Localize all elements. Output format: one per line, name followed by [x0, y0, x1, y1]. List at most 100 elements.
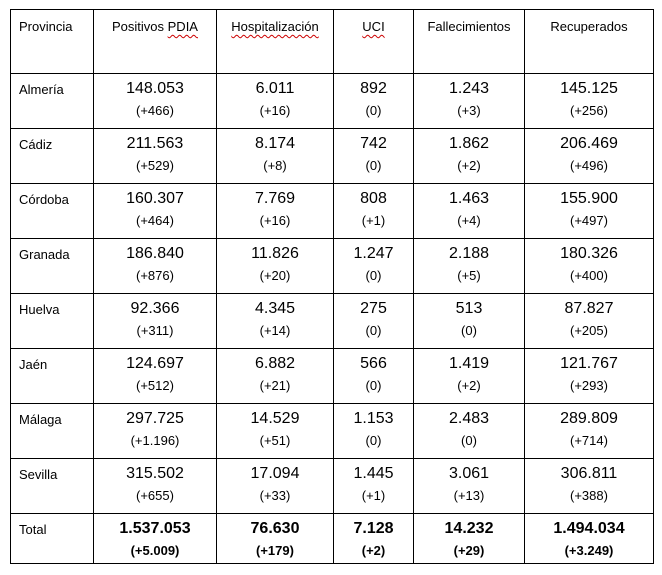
cumulative-value: 1.537.053 — [119, 520, 191, 537]
daily-increment: (+51) — [259, 433, 291, 448]
cumulative-value: 306.811 — [560, 465, 618, 482]
cumulative-value: 124.697 — [126, 355, 184, 372]
stat-cell: 7.769 (+16) — [216, 183, 334, 239]
stat-cell: 1.153 (0) — [333, 403, 414, 459]
daily-increment: (+529) — [136, 158, 174, 173]
daily-increment: (+14) — [259, 323, 291, 338]
cumulative-value: 92.366 — [130, 300, 180, 317]
cumulative-value: 160.307 — [126, 190, 184, 207]
daily-increment: (+179) — [256, 543, 294, 558]
daily-increment: (+3.249) — [564, 543, 614, 558]
daily-increment: (+33) — [259, 488, 291, 503]
daily-increment: (+464) — [136, 213, 174, 228]
daily-increment: (+16) — [259, 213, 291, 228]
cumulative-value: 2.483 — [448, 410, 490, 427]
stat-cell: 124.697 (+512) — [93, 348, 217, 404]
cumulative-value: 6.882 — [254, 355, 296, 372]
header-text: Recuperados — [550, 19, 628, 34]
daily-increment: (+21) — [259, 378, 291, 393]
daily-increment: (+512) — [136, 378, 174, 393]
daily-increment: (+29) — [453, 543, 485, 558]
stat-cell: 14.529 (+51) — [216, 403, 334, 459]
stat-cell: 148.053 (+466) — [93, 73, 217, 129]
daily-increment: (+1) — [361, 213, 386, 228]
daily-increment: (+466) — [136, 103, 174, 118]
cumulative-value: 148.053 — [126, 80, 184, 97]
daily-increment: (0) — [365, 103, 382, 118]
daily-increment: (0) — [365, 158, 382, 173]
cumulative-value: 14.529 — [250, 410, 300, 427]
stat-cell: 1.243 (+3) — [413, 73, 525, 129]
total-row-label: Total — [10, 513, 94, 564]
daily-increment: (0) — [365, 323, 382, 338]
daily-increment: (+311) — [136, 323, 174, 338]
stat-cell: 742 (0) — [333, 128, 414, 184]
province-name: Sevilla — [10, 458, 94, 514]
cumulative-value: 121.767 — [560, 355, 618, 372]
stat-cell: 2.188 (+5) — [413, 238, 525, 294]
stat-cell: 315.502 (+655) — [93, 458, 217, 514]
stat-cell: 7.128 (+2) — [333, 513, 414, 564]
stat-cell: 4.345 (+14) — [216, 293, 334, 349]
cumulative-value: 155.900 — [560, 190, 618, 207]
covid-province-stats-table: Provincia Positivos PDIA Hospitalización UC… — [10, 9, 654, 564]
cumulative-value: 275 — [360, 300, 387, 317]
stat-cell: 211.563 (+529) — [93, 128, 217, 184]
stat-cell: 297.725 (+1.196) — [93, 403, 217, 459]
daily-increment: (+205) — [570, 323, 608, 338]
daily-increment: (+2) — [457, 378, 481, 393]
province-name: Huelva — [10, 293, 94, 349]
cumulative-value: 14.232 — [444, 520, 494, 537]
daily-increment: (+2) — [361, 543, 386, 558]
stat-cell: 92.366 (+311) — [93, 293, 217, 349]
daily-increment: (+2) — [457, 158, 481, 173]
daily-increment: (+497) — [570, 213, 608, 228]
stat-cell: 6.882 (+21) — [216, 348, 334, 404]
cumulative-value: 566 — [360, 355, 387, 372]
stat-cell: 145.125 (+256) — [524, 73, 654, 129]
stat-cell: 808 (+1) — [333, 183, 414, 239]
daily-increment: (0) — [461, 323, 477, 338]
stat-cell: 3.061 (+13) — [413, 458, 525, 514]
stat-cell: 1.463 (+4) — [413, 183, 525, 239]
province-name: Granada — [10, 238, 94, 294]
daily-increment: (+8) — [263, 158, 287, 173]
province-row: Cádiz 211.563 (+529) 8.174 (+8) 742 (0) 1.862 (+… — [10, 128, 654, 184]
table-body: Almería 148.053 (+466) 6.011 (+16) 892 (0) 1.24… — [10, 73, 654, 564]
stat-cell: 1.247 (0) — [333, 238, 414, 294]
stat-cell: 892 (0) — [333, 73, 414, 129]
cumulative-value: 289.809 — [560, 410, 618, 427]
cumulative-value: 76.630 — [250, 520, 300, 537]
total-row: Total 1.537.053 (+5.009) 76.630 (+179) 7.128 (… — [10, 513, 654, 564]
header-text: Fallecimientos — [427, 19, 511, 34]
province-name: Almería — [10, 73, 94, 129]
cumulative-value: 186.840 — [126, 245, 184, 262]
stat-cell: 1.419 (+2) — [413, 348, 525, 404]
stat-cell: 121.767 (+293) — [524, 348, 654, 404]
column-header-provincia: Provincia — [10, 9, 94, 74]
cumulative-value: 892 — [360, 80, 387, 97]
stat-cell: 186.840 (+876) — [93, 238, 217, 294]
stat-cell: 206.469 (+496) — [524, 128, 654, 184]
stat-cell: 14.232 (+29) — [413, 513, 525, 564]
stat-cell: 1.862 (+2) — [413, 128, 525, 184]
daily-increment: (0) — [365, 268, 382, 283]
daily-increment: (+293) — [570, 378, 608, 393]
daily-increment: (0) — [365, 378, 382, 393]
misspelled-header-text: PDIA — [167, 19, 198, 34]
cumulative-value: 206.469 — [560, 135, 618, 152]
cumulative-value: 17.094 — [250, 465, 300, 482]
column-header-hospitalizacion: Hospitalización — [216, 9, 334, 74]
daily-increment: (+1) — [361, 488, 386, 503]
province-name: Cádiz — [10, 128, 94, 184]
stat-cell: 76.630 (+179) — [216, 513, 334, 564]
province-name: Jaén — [10, 348, 94, 404]
stat-cell: 180.326 (+400) — [524, 238, 654, 294]
stat-cell: 275 (0) — [333, 293, 414, 349]
stat-cell: 513 (0) — [413, 293, 525, 349]
cumulative-value: 7.769 — [254, 190, 296, 207]
province-name: Málaga — [10, 403, 94, 459]
cumulative-value: 742 — [360, 135, 387, 152]
header-row: Provincia Positivos PDIA Hospitalización UC… — [10, 9, 654, 74]
misspelled-header-text: Hospitalización — [231, 19, 319, 34]
